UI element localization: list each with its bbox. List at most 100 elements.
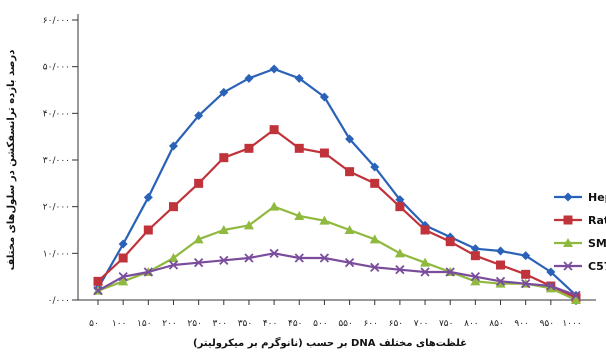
y-tick-label: ۶۰/۰۰۰ xyxy=(43,16,70,26)
series-line-sm xyxy=(97,205,577,301)
y-axis-ticks: ۰/۰۰۰ ۱۰/۰۰۰ ۲۰/۰۰۰ ۳۰/۰۰۰ ۴۰/۰۰۰ ۵۰/۰۰۰ ۶۰/۰۰… xyxy=(43,16,78,306)
legend-marker-rat xyxy=(563,215,573,225)
data-point-c57 xyxy=(521,279,531,289)
x-tick-label: ۹۵۰ xyxy=(540,319,555,329)
data-point-hepa xyxy=(496,246,506,256)
data-point-c57 xyxy=(344,258,355,268)
x-tick-label: ۴۵۰ xyxy=(288,319,303,329)
x-tick-label: ۳۰۰ xyxy=(213,319,228,329)
y-tick-label: ۳۰/۰۰۰ xyxy=(43,156,70,166)
data-point-sm xyxy=(193,234,204,244)
data-point-c57 xyxy=(294,253,304,263)
data-point-hepa xyxy=(143,192,153,202)
legend-marker-hepa xyxy=(563,192,573,202)
data-point-sm xyxy=(294,211,305,220)
x-tick-label: ۷۰۰ xyxy=(414,319,429,329)
data-point-rat xyxy=(269,125,279,135)
data-point-rat xyxy=(370,178,380,188)
data-point-hepa xyxy=(370,162,380,172)
data-point-sm xyxy=(344,225,355,234)
data-point-rat xyxy=(244,143,254,153)
legend-label: SM xyxy=(588,237,606,250)
data-point-c57 xyxy=(118,272,128,282)
data-point-rat xyxy=(521,269,531,279)
data-point-hepa xyxy=(118,239,128,249)
data-point-rat xyxy=(194,178,204,188)
y-tick-label: ۱۰/۰۰۰ xyxy=(43,249,70,259)
x-tick-label: ۲۵۰ xyxy=(187,319,202,329)
x-tick-label: ۸۰۰ xyxy=(464,319,479,329)
legend-marker-c57 xyxy=(563,261,573,271)
data-point-rat xyxy=(93,276,103,286)
data-point-c57 xyxy=(244,253,254,263)
y-axis-label: درصد بازده ترانسفکشن در سلول‌های مختلف xyxy=(6,50,17,271)
data-point-rat xyxy=(168,202,178,212)
data-point-sm xyxy=(394,248,405,258)
data-point-c57 xyxy=(445,267,455,277)
x-tick-label: ۱۰۰۰ xyxy=(562,319,581,329)
x-tick-label: ۵۰ xyxy=(89,319,99,329)
data-point-sm xyxy=(269,201,280,211)
data-point-c57 xyxy=(168,260,179,270)
data-point-c57 xyxy=(495,276,506,286)
series-line-c57 xyxy=(97,252,577,297)
x-axis-label: غلظت‌های مختلف DNA بر حسب (نانوگرم بر می… xyxy=(193,336,467,349)
legend: Hepa Rat SM C57 xyxy=(554,191,606,273)
legend-label: C57 xyxy=(588,260,606,273)
data-point-hepa xyxy=(194,111,204,121)
data-point-c57 xyxy=(93,286,103,296)
data-point-c57 xyxy=(571,290,581,300)
data-point-sm xyxy=(319,215,330,225)
series-hepa xyxy=(93,64,581,300)
series-rat xyxy=(93,125,581,303)
x-tick-label: ۳۵۰ xyxy=(238,319,253,329)
legend-label: Hepa xyxy=(588,191,606,204)
x-tick-label: ۶۵۰ xyxy=(389,319,404,329)
data-point-c57 xyxy=(546,281,556,291)
x-tick-label: ۷۵۰ xyxy=(439,319,454,329)
y-tick-label: ۴۰/۰۰۰ xyxy=(43,109,70,119)
legend-marker-sm xyxy=(563,238,573,247)
data-point-sm xyxy=(218,225,229,234)
legend-item-rat: Rat xyxy=(554,214,606,227)
data-point-c57 xyxy=(319,253,330,263)
data-point-hepa xyxy=(219,87,229,97)
x-tick-label: ۱۵۰ xyxy=(137,319,152,329)
x-tick-label: ۴۰۰ xyxy=(263,319,278,329)
y-tick-label: ۰/۰۰۰ xyxy=(48,296,70,306)
x-tick-label: ۵۰۰ xyxy=(313,319,328,329)
series-c57 xyxy=(93,248,581,300)
x-tick-label: ۹۰۰ xyxy=(514,319,529,329)
data-point-sm xyxy=(495,278,506,288)
data-point-sm xyxy=(168,253,179,262)
data-point-sm xyxy=(243,220,254,230)
data-point-rat xyxy=(143,225,153,235)
x-tick-label: ۲۰۰ xyxy=(162,319,177,329)
data-point-c57 xyxy=(395,265,405,275)
y-tick-label: ۵۰/۰۰۰ xyxy=(43,63,70,73)
data-point-rat xyxy=(496,260,506,270)
y-tick-label: ۲۰/۰۰۰ xyxy=(43,203,70,213)
x-tick-label: ۸۵۰ xyxy=(489,319,504,329)
data-point-c57 xyxy=(420,267,430,277)
data-point-hepa xyxy=(345,134,355,144)
data-point-sm xyxy=(420,257,431,267)
data-point-rat xyxy=(345,167,355,177)
data-point-rat xyxy=(219,153,229,163)
data-point-hepa xyxy=(244,73,254,83)
x-tick-label: ۵۵۰ xyxy=(338,319,353,329)
data-point-sm xyxy=(571,295,581,304)
data-point-hepa xyxy=(168,141,178,151)
data-point-rat xyxy=(319,148,329,158)
data-point-hepa xyxy=(546,267,556,277)
data-point-rat xyxy=(470,251,480,261)
data-point-hepa xyxy=(269,64,279,74)
series-layer xyxy=(93,64,581,304)
data-point-rat xyxy=(118,253,128,263)
series-line-hepa xyxy=(97,67,577,297)
x-axis-ticks: ۵۰ ۱۰۰ ۱۵۰ ۲۰۰ ۲۵۰ ۳۰۰ ۳۵۰ ۴۰۰ ۴۵۰ ۵۰۰ ۵۵۰ ۶۰۰ ۶۵۰ ۷۰… xyxy=(89,300,582,329)
data-point-rat xyxy=(445,237,455,247)
legend-item-hepa: Hepa xyxy=(554,191,606,204)
data-point-c57 xyxy=(470,272,481,282)
data-point-c57 xyxy=(193,258,204,268)
